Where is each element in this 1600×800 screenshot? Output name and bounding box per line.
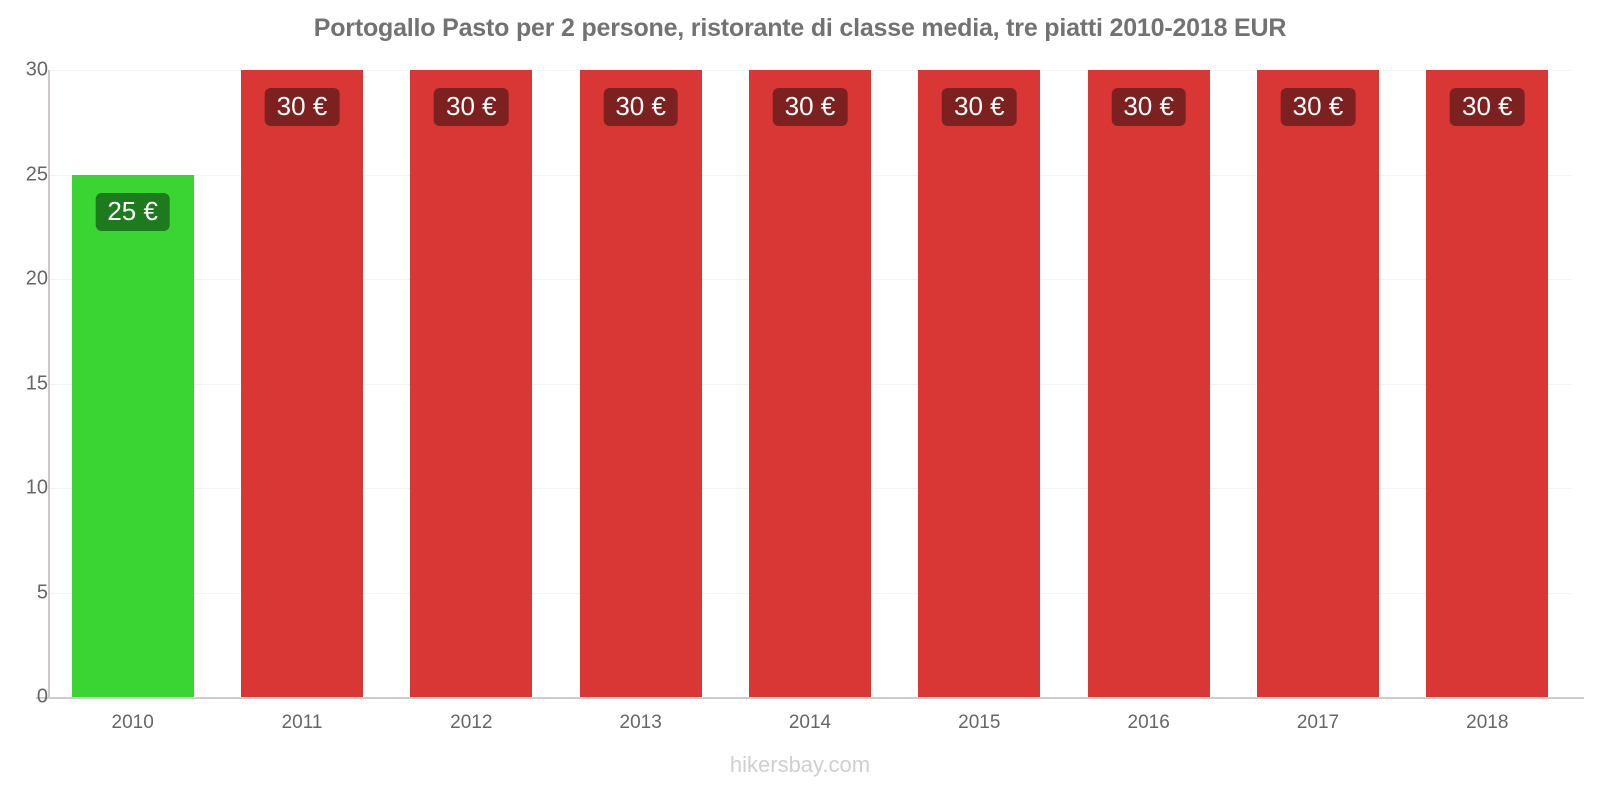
bar-value-label: 30 € <box>772 88 848 126</box>
bar-value-label: 30 € <box>1280 88 1356 126</box>
x-axis-tick-label: 2011 <box>281 712 323 733</box>
y-axis-tick-label: 10 <box>25 476 48 499</box>
bar-2011[interactable]: 30 € <box>240 70 364 697</box>
x-axis-tick-label: 2017 <box>1296 712 1340 733</box>
bar-2014[interactable]: 30 € <box>748 70 872 697</box>
bar-value-label: 30 € <box>264 88 340 126</box>
bar-2013[interactable]: 30 € <box>579 70 702 697</box>
bar-2015[interactable]: 30 € <box>918 70 1041 697</box>
chart-title: Portogallo Pasto per 2 persone, ristoran… <box>313 14 1287 42</box>
bar-value-label: 25 € <box>95 192 170 231</box>
x-axis-tick-label: 2018 <box>1466 712 1509 733</box>
y-axis-tick-label: 20 <box>25 267 48 290</box>
y-axis-tick-label: 15 <box>25 372 48 394</box>
bar-2018[interactable]: 30 € <box>1426 70 1549 697</box>
x-axis-line <box>36 697 1584 699</box>
plot-area: 25 € 30 € 30 € 30 € 30 € 30 € 30 € 30 € 30 € <box>48 70 1572 698</box>
source-watermark: hikersbay.com <box>729 752 871 777</box>
x-axis-tick-label: 2012 <box>450 712 493 733</box>
bar-value-label: 30 € <box>942 88 1017 126</box>
bar-value-label: 30 € <box>1111 88 1186 126</box>
bar-2017[interactable]: 30 € <box>1256 70 1380 697</box>
x-axis-tick-label: 2014 <box>788 712 832 733</box>
x-axis-tick-label: 2013 <box>619 712 662 733</box>
y-axis-tick-label: 5 <box>36 581 48 603</box>
bar-2016[interactable]: 30 € <box>1087 70 1210 697</box>
y-axis-tick-label: 25 <box>25 163 48 185</box>
x-axis-tick-label: 2015 <box>958 712 1001 733</box>
x-axis-tick-label: 2016 <box>1127 712 1170 733</box>
y-axis-line <box>48 70 50 698</box>
x-axis-tick-label: 2010 <box>111 712 154 733</box>
bar-value-label: 30 € <box>1450 88 1525 126</box>
y-axis-tick-label: 30 <box>25 58 48 81</box>
bar-value-label: 30 € <box>603 88 678 126</box>
bar-value-label: 30 € <box>434 88 509 126</box>
bar-2012[interactable]: 30 € <box>410 70 533 697</box>
y-axis-tick-label: 0 <box>36 685 48 708</box>
bar-2010[interactable]: 25 € <box>71 174 194 697</box>
